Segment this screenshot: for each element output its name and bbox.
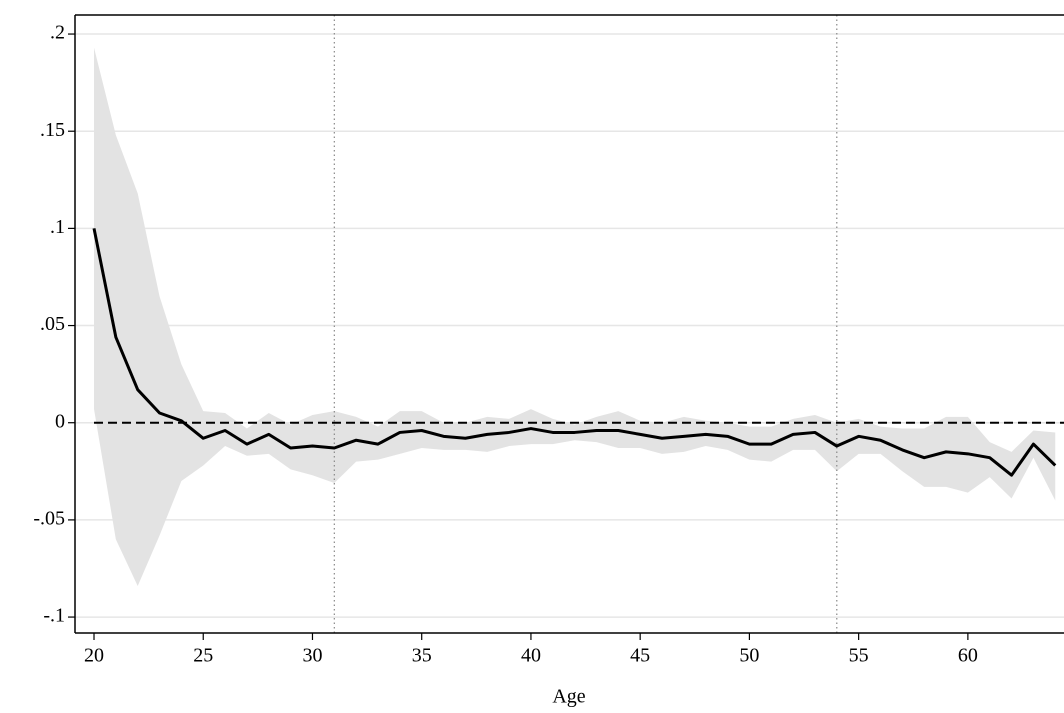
x-axis-label: Age (552, 686, 585, 708)
y-tick-label: -.1 (43, 605, 65, 627)
confidence-band (94, 47, 1056, 586)
x-tick-label: 20 (84, 645, 104, 667)
x-tick-label: 60 (958, 645, 978, 667)
x-tick-label: 45 (630, 645, 650, 667)
x-tick-label: 30 (302, 645, 322, 667)
x-tick-label: 55 (849, 645, 869, 667)
x-tick-label: 40 (521, 645, 541, 667)
y-tick-label: 0 (55, 410, 65, 432)
x-tick-label: 25 (193, 645, 213, 667)
y-tick-label: .2 (50, 22, 65, 44)
line (92, 228, 1057, 477)
x-tick-label: 35 (412, 645, 432, 667)
y-tick-label: .05 (40, 313, 65, 335)
y-tick-label: .1 (50, 216, 65, 238)
x-tick-label: 50 (739, 645, 759, 667)
y-tick-label: .15 (40, 119, 65, 141)
y-tick-label: -.05 (33, 507, 65, 529)
